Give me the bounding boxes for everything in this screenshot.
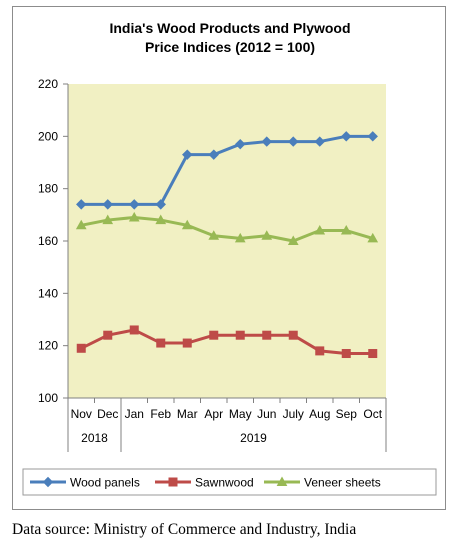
data-point-2-8 bbox=[287, 235, 299, 245]
x-tick-label: May bbox=[229, 407, 252, 421]
x-tick-label: Mar bbox=[177, 407, 198, 421]
data-point-2-1 bbox=[102, 214, 114, 225]
legend-label-0: Wood panels bbox=[70, 476, 140, 490]
data-point-2-4 bbox=[181, 219, 193, 230]
data-point-1-7 bbox=[262, 330, 272, 340]
data-point-2-0 bbox=[75, 219, 87, 230]
data-point-1-8 bbox=[288, 330, 298, 340]
year-group-label: 2019 bbox=[240, 431, 267, 445]
data-source-note: Data source: Ministry of Commerce and In… bbox=[12, 521, 357, 538]
data-point-1-1 bbox=[103, 330, 113, 340]
y-tick-label: 200 bbox=[38, 129, 58, 143]
data-point-0-5 bbox=[208, 149, 219, 160]
x-tick-label: Dec bbox=[97, 407, 118, 421]
legend-label-1: Sawnwood bbox=[195, 476, 254, 490]
data-point-0-3 bbox=[155, 199, 166, 210]
legend-marker-0 bbox=[42, 476, 54, 488]
data-point-1-0 bbox=[76, 343, 86, 353]
x-tick-label: July bbox=[283, 407, 304, 421]
legend-label-2: Veneer sheets bbox=[304, 476, 381, 490]
legend-marker-2 bbox=[276, 476, 288, 486]
data-point-1-11 bbox=[368, 349, 378, 359]
data-point-2-2 bbox=[128, 211, 140, 222]
legend-marker-1 bbox=[168, 477, 178, 487]
chart-title-line-1: India's Wood Products and Plywood bbox=[109, 20, 351, 36]
chart-title-line-2: Price Indices (2012 = 100) bbox=[144, 39, 316, 55]
y-tick-label: 180 bbox=[38, 182, 58, 196]
data-point-1-4 bbox=[182, 338, 192, 348]
data-point-0-4 bbox=[182, 149, 193, 160]
data-point-1-6 bbox=[235, 330, 245, 340]
data-point-1-9 bbox=[315, 346, 325, 356]
data-point-0-7 bbox=[261, 136, 272, 147]
data-point-2-6 bbox=[234, 232, 246, 243]
chart-title: India's Wood Products and Plywood Price … bbox=[13, 19, 447, 57]
data-point-2-3 bbox=[155, 214, 167, 225]
data-point-2-10 bbox=[340, 225, 352, 235]
x-tick-label: Feb bbox=[150, 407, 171, 421]
x-tick-label: Apr bbox=[204, 407, 223, 421]
series-line-2 bbox=[80, 215, 374, 243]
y-tick-label: 120 bbox=[38, 339, 58, 353]
x-tick-label: Aug bbox=[309, 407, 330, 421]
data-point-2-7 bbox=[261, 230, 273, 240]
data-point-0-1 bbox=[102, 199, 113, 210]
line-chart: 100 120 140 160 180 200 220 Nov Dec Jan Feb Mar Apr M… bbox=[22, 77, 437, 496]
plot-area bbox=[68, 84, 386, 398]
data-point-1-2 bbox=[129, 325, 139, 335]
data-point-2-11 bbox=[367, 232, 379, 243]
data-point-1-5 bbox=[209, 330, 219, 340]
data-point-2-9 bbox=[314, 225, 326, 235]
data-point-1-3 bbox=[156, 338, 166, 348]
y-tick-label: 100 bbox=[38, 391, 58, 405]
data-point-1-10 bbox=[341, 349, 351, 359]
chart-frame: India's Wood Products and Plywood Price … bbox=[12, 6, 446, 510]
data-point-0-6 bbox=[235, 138, 246, 150]
data-point-0-10 bbox=[341, 131, 352, 142]
data-point-0-0 bbox=[76, 199, 87, 210]
x-tick-label: Oct bbox=[363, 407, 382, 421]
x-tick-label: Jun bbox=[257, 407, 276, 421]
data-point-0-11 bbox=[367, 131, 378, 142]
data-point-2-5 bbox=[208, 230, 220, 240]
legend-box bbox=[22, 468, 437, 496]
data-point-0-2 bbox=[129, 199, 140, 210]
y-tick-label: 140 bbox=[38, 286, 58, 300]
y-tick-label: 160 bbox=[38, 234, 58, 248]
x-tick-label: Sep bbox=[336, 407, 358, 421]
x-tick-label: Nov bbox=[71, 407, 92, 421]
x-tick-label: Jan bbox=[125, 407, 144, 421]
data-point-0-9 bbox=[314, 136, 325, 147]
y-tick-label: 220 bbox=[38, 77, 58, 91]
data-point-0-8 bbox=[288, 136, 299, 147]
year-group-label: 2018 bbox=[81, 431, 108, 445]
